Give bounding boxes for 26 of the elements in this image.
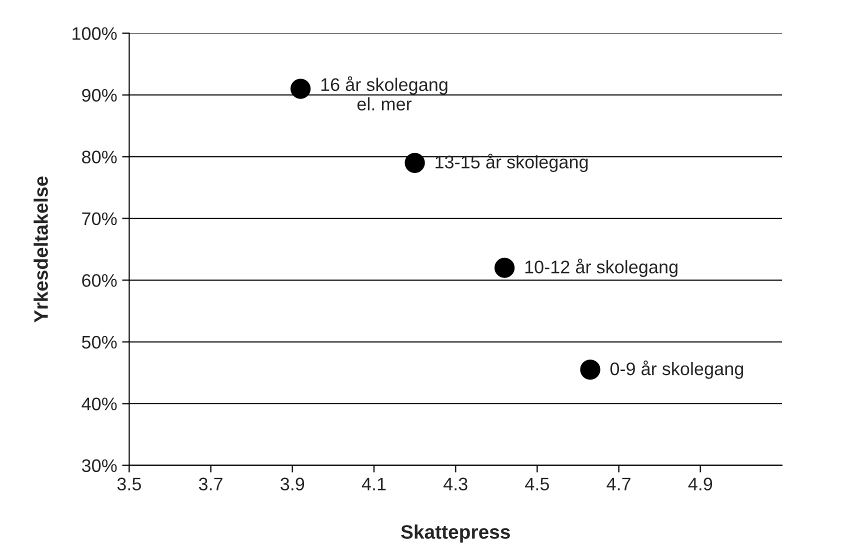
x-tick-label: 4.3 [443, 478, 468, 490]
y-tick-label: 30% [82, 459, 117, 472]
x-tick-label: 3.9 [280, 478, 304, 490]
annotation: 0-9 år skolegang [610, 360, 744, 379]
y-tick-label: 100% [72, 27, 117, 40]
annotation: 13-15 år skolegang [436, 154, 588, 172]
y-tick-label: 50% [82, 336, 117, 349]
x-tick-label: 3.7 [198, 478, 222, 490]
x-tick-label: 4.7 [606, 478, 630, 490]
point [290, 78, 311, 99]
point [494, 258, 515, 278]
y-tick-label: 60% [82, 274, 117, 287]
x-tick-label: 3.5 [117, 478, 141, 490]
annotation: 16 år skolegang el. mer [321, 76, 448, 110]
x-tick-label: 4.1 [362, 478, 386, 490]
x-tick-label: 4.5 [525, 478, 549, 490]
x-tick-label: 4.9 [688, 478, 712, 490]
y-axis-title: Yrkesdeltakelse [34, 176, 48, 322]
y-tick-label: 90% [82, 88, 117, 102]
point [404, 152, 425, 173]
point [580, 360, 600, 380]
y-tick-label: 80% [82, 150, 117, 164]
y-tick-label: 70% [82, 212, 117, 226]
y-tick-label: 40% [82, 398, 117, 410]
x-axis-title: Skattepress [401, 524, 510, 543]
annotation: 10-12 år skolegang [525, 258, 678, 277]
